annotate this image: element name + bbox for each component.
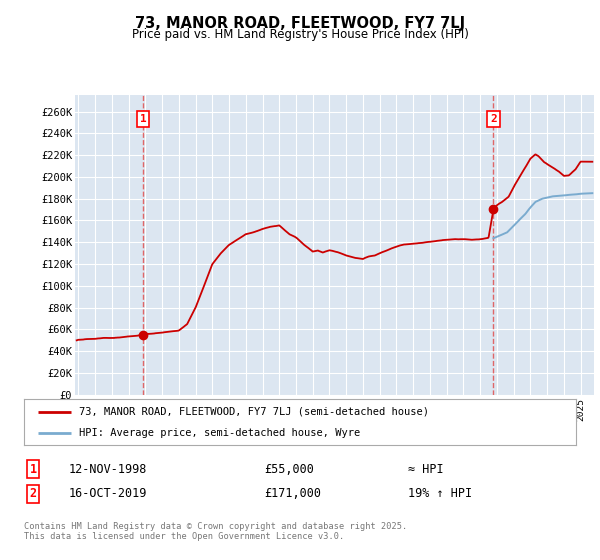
Text: 73, MANOR ROAD, FLEETWOOD, FY7 7LJ (semi-detached house): 73, MANOR ROAD, FLEETWOOD, FY7 7LJ (semi… xyxy=(79,407,429,417)
Text: £171,000: £171,000 xyxy=(264,487,321,501)
Text: 1: 1 xyxy=(140,114,146,124)
Text: 16-OCT-2019: 16-OCT-2019 xyxy=(69,487,148,501)
Text: 19% ↑ HPI: 19% ↑ HPI xyxy=(408,487,472,501)
Text: Contains HM Land Registry data © Crown copyright and database right 2025.
This d: Contains HM Land Registry data © Crown c… xyxy=(24,522,407,542)
Text: Price paid vs. HM Land Registry's House Price Index (HPI): Price paid vs. HM Land Registry's House … xyxy=(131,28,469,41)
Text: 2: 2 xyxy=(490,114,497,124)
Text: 1: 1 xyxy=(29,463,37,476)
Text: £55,000: £55,000 xyxy=(264,463,314,476)
Text: 2: 2 xyxy=(29,487,37,501)
Text: ≈ HPI: ≈ HPI xyxy=(408,463,443,476)
Text: 73, MANOR ROAD, FLEETWOOD, FY7 7LJ: 73, MANOR ROAD, FLEETWOOD, FY7 7LJ xyxy=(135,16,465,31)
Text: HPI: Average price, semi-detached house, Wyre: HPI: Average price, semi-detached house,… xyxy=(79,428,361,438)
Text: 12-NOV-1998: 12-NOV-1998 xyxy=(69,463,148,476)
